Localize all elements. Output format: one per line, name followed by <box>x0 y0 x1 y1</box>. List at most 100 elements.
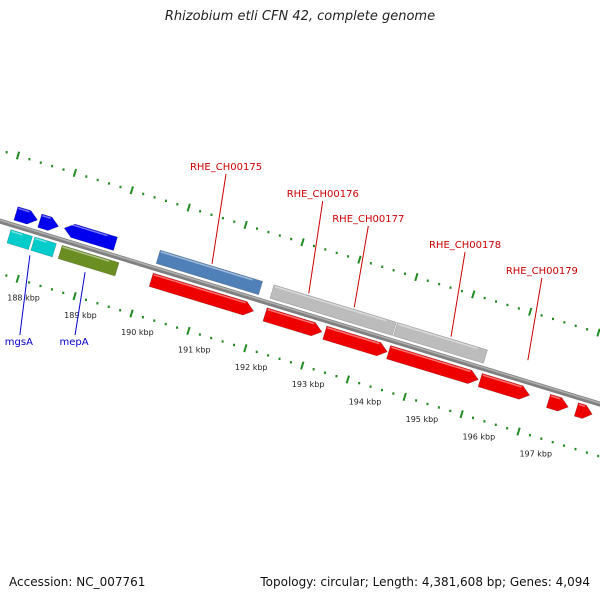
outer-tick-minor-tick <box>438 282 441 286</box>
scale-tick-label: 189 kbp <box>64 311 97 320</box>
outer-tick-minor-tick <box>324 248 327 251</box>
locus-label: RHE_CH00176 <box>287 189 359 200</box>
label-leader-line <box>211 173 227 264</box>
inner-tick-minor-tick <box>380 388 383 392</box>
outer-tick-minor-tick <box>495 300 498 303</box>
scale-tick-label: 195 kbp <box>406 415 439 424</box>
outer-tick-minor-tick <box>403 272 406 275</box>
inner-track-gene <box>545 393 569 412</box>
outer-tick-minor-tick <box>290 237 293 241</box>
outer-tick-major-tick <box>357 255 362 264</box>
tick-dot-rows <box>5 151 600 458</box>
inner-tick-minor-tick <box>153 319 156 322</box>
inner-tick-minor-tick <box>255 350 258 354</box>
locus-label: RHE_CH00175 <box>190 162 262 173</box>
gene-label: mgsA <box>5 337 33 348</box>
inner-track-gene-shine <box>482 374 522 388</box>
inner-tick-minor-tick <box>494 423 497 426</box>
inner-track-gene-shine <box>35 237 47 243</box>
outer-tick-minor-tick <box>586 328 589 331</box>
scale-tick-label: 190 kbp <box>121 328 154 337</box>
outer-tick-minor-tick <box>210 213 213 216</box>
scale-tick-label: 193 kbp <box>292 380 325 389</box>
inner-tick-major-tick <box>516 427 521 436</box>
scale-tick-label: 188 kbp <box>7 293 40 302</box>
inner-tick-major-tick <box>345 375 350 384</box>
label-leader-line <box>450 251 466 337</box>
inner-tick-minor-tick <box>528 434 531 437</box>
inner-tick-minor-tick <box>232 343 235 347</box>
outer-tick-minor-tick <box>176 203 179 206</box>
outer-tick-major-tick <box>528 307 533 316</box>
outer-tick-minor-tick <box>381 265 384 268</box>
inner-track-gene <box>6 229 33 251</box>
inner-tick-minor-tick <box>483 420 486 423</box>
outer-tick-minor-tick <box>449 286 452 289</box>
outer-tick-major-tick <box>300 238 305 247</box>
inner-tick-minor-tick <box>141 315 144 319</box>
inner-track-gene <box>322 325 388 357</box>
inner-tick-major-tick <box>129 309 134 318</box>
scale-tick-label: 192 kbp <box>235 363 268 372</box>
outer-tick-minor-tick <box>199 210 202 213</box>
inner-tick-minor-tick <box>210 336 213 340</box>
outer-tick-major-tick <box>129 186 134 195</box>
inner-tick-minor-tick <box>119 309 122 312</box>
outer-tick-minor-tick <box>51 164 54 168</box>
inner-tick-minor-tick <box>312 368 315 371</box>
outer-tick-minor-tick <box>28 157 31 161</box>
outer-tick-minor-tick <box>119 185 122 189</box>
locus-label: RHE_CH00178 <box>429 240 501 251</box>
backbone-highlight <box>0 219 600 404</box>
outer-tick-major-tick <box>414 272 419 282</box>
accession-text: Accession: NC_007761 <box>9 575 146 589</box>
inner-tick-major-tick <box>300 361 305 370</box>
outer-tick-major-tick <box>243 220 248 230</box>
outer-tick-minor-tick <box>96 178 99 182</box>
label-leader-line <box>74 272 86 336</box>
inner-track-gene <box>30 236 57 258</box>
outer-track-gene-shine <box>66 222 108 237</box>
outer-track-gene <box>269 284 397 336</box>
inner-tick-minor-tick <box>62 291 65 295</box>
inner-tick-minor-tick <box>358 381 361 385</box>
outer-track-gene <box>155 249 264 296</box>
inner-tick-minor-tick <box>335 374 338 378</box>
inner-track-gene-shine <box>327 327 380 345</box>
inner-tick-minor-tick <box>437 406 440 409</box>
outer-track-gene <box>37 213 60 231</box>
map-title: Rhizobium etli CFN 42, complete genome <box>164 9 436 24</box>
inner-tick-minor-tick <box>5 274 8 277</box>
inner-tick-minor-tick <box>324 371 327 374</box>
outer-track-gene-shine <box>274 285 387 322</box>
inner-track-gene-shine <box>11 230 23 236</box>
inner-track-gene <box>262 307 323 337</box>
label-leader-line <box>308 200 324 294</box>
outer-track-gene <box>13 206 38 225</box>
inner-tick-minor-tick <box>585 451 588 454</box>
inner-tick-minor-tick <box>597 454 600 458</box>
outer-tick-minor-tick <box>221 216 224 220</box>
outer-tick-minor-tick <box>142 192 145 196</box>
outer-tick-minor-tick <box>460 289 463 293</box>
outer-tick-minor-tick <box>517 307 520 310</box>
outer-tick-minor-tick <box>256 227 259 230</box>
outer-tick-minor-tick <box>267 230 270 234</box>
inner-tick-minor-tick <box>278 357 281 361</box>
outer-tick-minor-tick <box>506 303 509 307</box>
feature-tracks <box>6 206 593 419</box>
label-leader-line <box>19 255 31 336</box>
outer-track-gene-shine <box>160 251 253 281</box>
inner-track-gene <box>386 345 479 384</box>
inner-tick-minor-tick <box>415 399 418 402</box>
outer-tick-major-tick <box>186 203 191 212</box>
inner-tick-minor-tick <box>176 326 179 329</box>
outer-tick-minor-tick <box>369 262 372 265</box>
inner-tick-minor-tick <box>289 361 292 364</box>
outer-tick-minor-tick <box>574 324 577 328</box>
scale-tick-label: 194 kbp <box>349 398 382 407</box>
inner-track-gene <box>148 272 255 316</box>
label-leader-line <box>353 225 369 308</box>
outer-tick-minor-tick <box>5 151 8 154</box>
